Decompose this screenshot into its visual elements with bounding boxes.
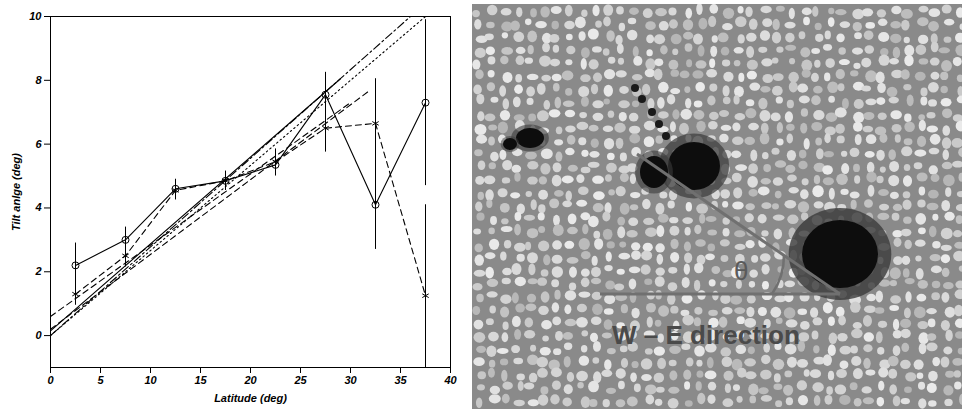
svg-text:6: 6 bbox=[35, 138, 42, 150]
svg-text:8: 8 bbox=[35, 74, 42, 86]
svg-text:40: 40 bbox=[443, 374, 457, 386]
svg-text:W – E direction: W – E direction bbox=[612, 320, 800, 350]
svg-text:10: 10 bbox=[144, 374, 157, 386]
svg-text:5: 5 bbox=[97, 374, 104, 386]
svg-text:10: 10 bbox=[29, 10, 42, 22]
svg-text:20: 20 bbox=[243, 374, 257, 386]
svg-text:θ: θ bbox=[734, 256, 748, 286]
svg-text:0: 0 bbox=[35, 329, 42, 341]
svg-text:35: 35 bbox=[394, 374, 407, 386]
svg-text:Tilt anlge (deg): Tilt anlge (deg) bbox=[10, 153, 22, 231]
svg-text:15: 15 bbox=[194, 374, 207, 386]
svg-text:4: 4 bbox=[34, 201, 41, 213]
svg-text:Latitude (deg): Latitude (deg) bbox=[214, 392, 287, 404]
svg-text:2: 2 bbox=[34, 265, 41, 277]
svg-text:25: 25 bbox=[293, 374, 307, 386]
svg-text:0: 0 bbox=[47, 374, 54, 386]
svg-text:30: 30 bbox=[344, 374, 357, 386]
